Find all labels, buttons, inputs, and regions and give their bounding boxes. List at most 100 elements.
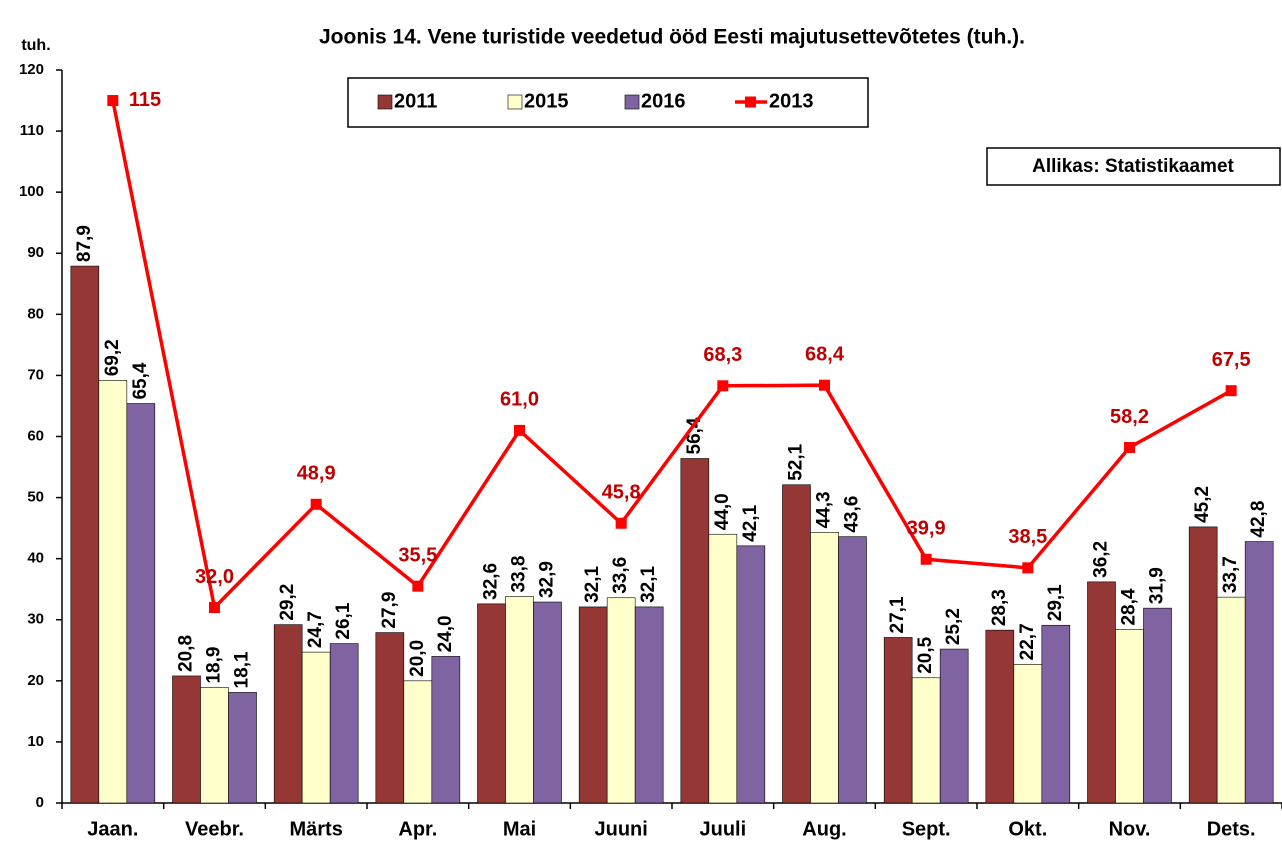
x-tick-label: Dets. (1207, 818, 1256, 840)
bar (403, 680, 433, 804)
legend-swatch (507, 94, 523, 110)
x-tick-label: Veebr. (185, 818, 244, 840)
bar (1013, 664, 1043, 804)
y-tick-label: 70 (27, 366, 44, 383)
bar (172, 675, 201, 804)
bar (200, 687, 229, 804)
line-value-label: 45,8 (602, 482, 641, 504)
bar-value-label: 45,2 (1192, 486, 1213, 523)
bar (505, 596, 534, 804)
y-tick-label: 60 (27, 427, 44, 444)
bar (606, 597, 636, 804)
line-series (111, 100, 1233, 612)
line-value-label: 115 (129, 89, 161, 111)
x-tick-label: Juuli (699, 818, 746, 840)
line-marker (1022, 562, 1034, 574)
bar-value-label: 33,6 (610, 557, 631, 594)
line-value-label: 32,0 (195, 566, 234, 588)
line-marker (920, 553, 932, 565)
x-tick-label: Aug. (802, 818, 846, 840)
bar (838, 536, 867, 804)
x-tick-label: Nov. (1109, 818, 1151, 840)
bar-value-label: 69,2 (102, 339, 123, 376)
bar (578, 606, 608, 804)
bar (634, 606, 664, 804)
bar-value-label: 31,9 (1147, 567, 1168, 604)
source-box (986, 147, 1281, 186)
bar-value-label: 24,7 (305, 611, 326, 648)
legend-label: 2011 (394, 90, 437, 112)
bar-value-label: 36,2 (1091, 541, 1112, 578)
y-tick-label: 90 (27, 244, 44, 261)
line-marker (717, 380, 729, 392)
bar-value-label: 18,9 (204, 647, 225, 684)
line-value-label: 67,5 (1212, 349, 1251, 371)
bar (1188, 526, 1218, 804)
chart-title: Joonis 14. Vene turistide veedetud ööd E… (319, 26, 1025, 49)
y-tick-label: 30 (27, 611, 44, 628)
bar (1244, 541, 1274, 804)
y-tick-label: 0 (36, 794, 44, 811)
bar-value-label: 87,9 (74, 225, 95, 262)
line-marker (1225, 385, 1237, 397)
bar-value-label: 20,0 (407, 640, 428, 677)
bar-value-label: 44,0 (712, 493, 733, 530)
bar-value-label: 43,6 (842, 496, 863, 533)
bar (98, 380, 128, 804)
line-marker (107, 95, 119, 107)
x-tick-label: Mai (503, 818, 536, 840)
line-value-label: 48,9 (297, 463, 336, 485)
bar (911, 677, 941, 804)
bar (329, 643, 359, 804)
bar-value-label: 44,3 (814, 491, 835, 528)
source-text: Allikas: Statistikaamet (1032, 156, 1234, 177)
bar-value-label: 28,4 (1119, 588, 1140, 625)
bar-value-label: 32,9 (537, 561, 558, 598)
y-tick-label: 20 (27, 672, 44, 689)
line-marker (209, 602, 220, 614)
bar (301, 651, 331, 804)
bar-value-label: 65,4 (130, 362, 151, 399)
x-tick-label: Märts (289, 818, 342, 840)
bar (1041, 624, 1071, 804)
bar-value-label: 29,1 (1045, 584, 1066, 621)
bar (883, 637, 913, 804)
y-tick-label: 80 (27, 305, 44, 322)
bar (533, 601, 562, 804)
bar-value-label: 29,2 (277, 584, 298, 621)
bar (810, 532, 839, 804)
bar-value-label: 33,7 (1220, 556, 1241, 593)
bar-value-label: 25,2 (943, 608, 964, 645)
line-marker (412, 580, 424, 592)
x-tick-label: Jaan. (87, 818, 138, 840)
bar (375, 632, 405, 804)
bar-value-label: 42,8 (1248, 501, 1269, 538)
line-marker (1124, 441, 1135, 453)
bar (126, 403, 156, 804)
bar (228, 692, 257, 804)
bar (1143, 607, 1172, 804)
bar (680, 458, 710, 804)
bar (985, 629, 1015, 804)
x-tick-label: Sept. (902, 818, 951, 840)
bar (1087, 581, 1116, 804)
line-value-label: 68,4 (805, 343, 845, 365)
legend-swatch (377, 94, 393, 110)
y-axis-label: tuh. (21, 37, 50, 54)
bar (708, 533, 738, 804)
x-tick-label: Apr. (398, 818, 437, 840)
bar (1216, 596, 1246, 804)
bar-value-label: 56,4 (684, 417, 705, 454)
line-value-label: 38,5 (1008, 526, 1047, 548)
legend-label: 2015 (524, 90, 569, 112)
bar (477, 603, 506, 804)
y-tick-label: 100 (19, 183, 44, 200)
bar (431, 656, 461, 804)
line-value-label: 68,3 (703, 344, 742, 366)
bar (939, 648, 969, 804)
y-tick-label: 50 (27, 489, 44, 506)
x-tick-label: Juuni (594, 818, 647, 840)
bar (70, 265, 100, 804)
bar-value-label: 24,0 (435, 615, 456, 652)
